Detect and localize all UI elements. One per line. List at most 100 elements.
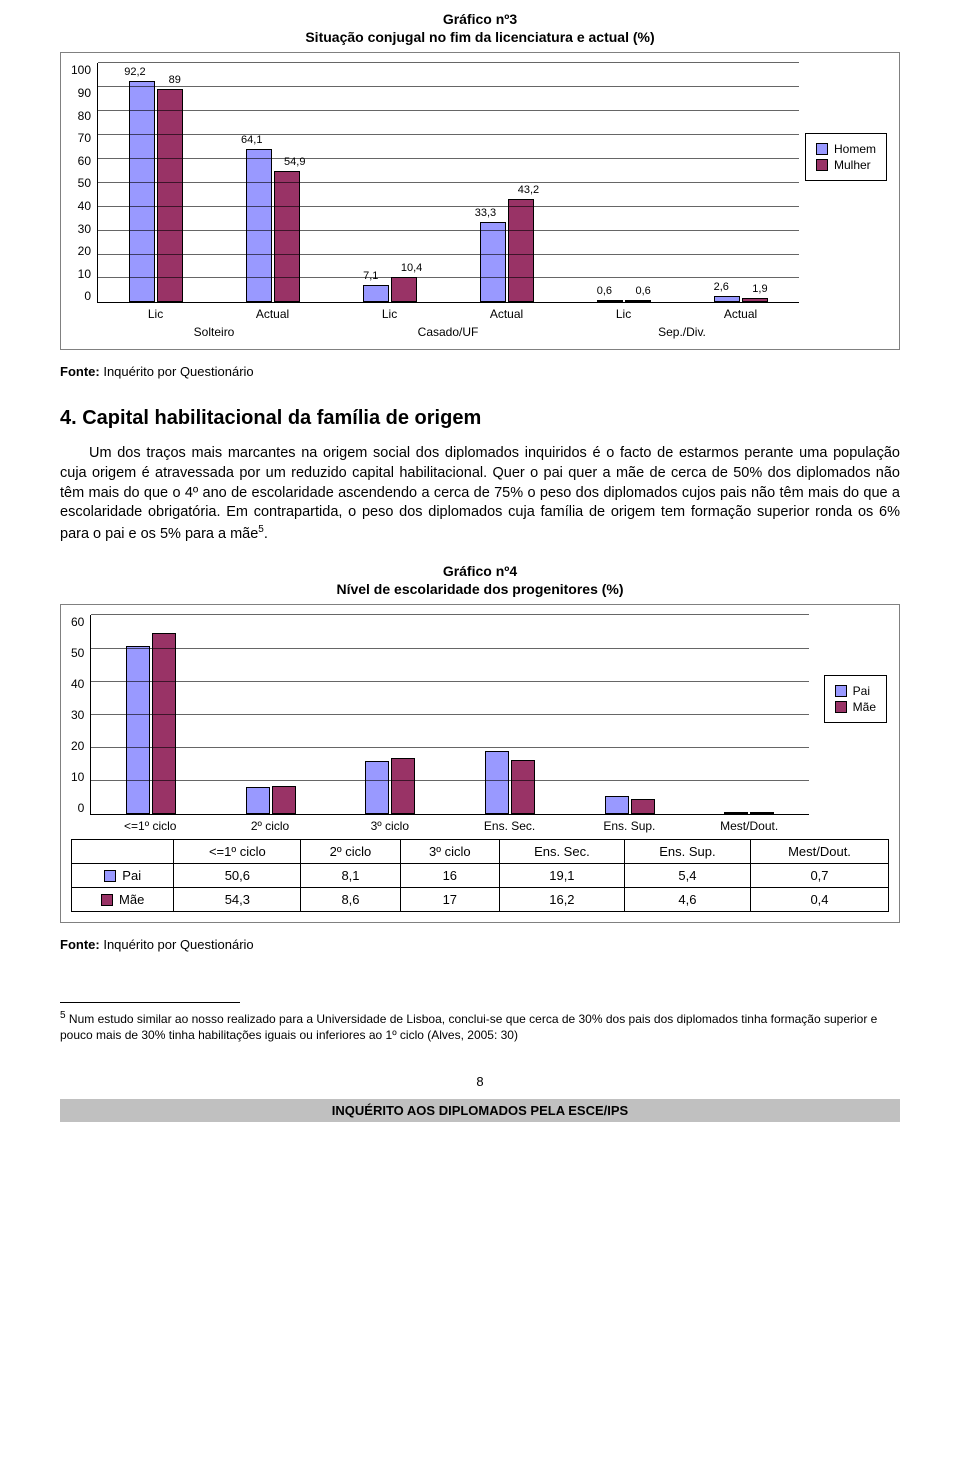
footnote-text: Num estudo similar ao nosso realizado pa… xyxy=(60,1012,877,1042)
chart3-bar-mulher: 0,6 xyxy=(625,300,651,302)
chart3-bar-value: 33,3 xyxy=(475,207,496,219)
legend-label: Pai xyxy=(853,684,870,698)
chart4-category-label: Ens. Sup. xyxy=(569,819,689,833)
chart4-gridline xyxy=(91,648,809,649)
chart3-bar-value: 89 xyxy=(169,74,181,86)
chart4-category-label: <=1º ciclo xyxy=(90,819,210,833)
chart4-category-label: 3º ciclo xyxy=(330,819,450,833)
chart3-gridline xyxy=(98,86,799,87)
chart3-sub-labels: LicActualLicActualLicActual xyxy=(97,307,799,321)
source-label-2: Fonte: xyxy=(60,937,100,952)
table-cell: 8,6 xyxy=(301,888,400,912)
chart4-box: 6050403020100 <=1º ciclo2º ciclo3º ciclo… xyxy=(60,604,900,923)
chart3-bar-value: 43,2 xyxy=(518,184,539,196)
legend-swatch xyxy=(835,701,847,713)
chart3-yaxis: 1009080706050403020100 xyxy=(71,63,97,303)
table-cell: 0,7 xyxy=(750,864,888,888)
table-cell: 19,1 xyxy=(499,864,624,888)
chart3-bar-value: 7,1 xyxy=(363,270,378,282)
chart3-bar-group: 2,61,9 xyxy=(682,63,799,302)
table-cell: 16,2 xyxy=(499,888,624,912)
chart4-bar-group xyxy=(689,615,809,814)
chart4-bar-pai xyxy=(485,751,509,815)
chart3-bar-group: 64,154,9 xyxy=(215,63,332,302)
chart4-ytick: 60 xyxy=(71,615,84,629)
chart3-bar-value: 0,6 xyxy=(597,285,612,297)
chart3-ytick: 0 xyxy=(84,289,91,303)
table-cell: 0,4 xyxy=(750,888,888,912)
chart3-bar-homem: 7,1 xyxy=(363,285,389,302)
chart3-ytick: 100 xyxy=(71,63,91,77)
chart3-source: Fonte: Inquérito por Questionário xyxy=(60,364,900,379)
chart4-ytick: 50 xyxy=(71,646,84,660)
chart4-bar-group xyxy=(211,615,331,814)
chart4-bar-pai xyxy=(246,787,270,814)
chart4-bar-group xyxy=(450,615,570,814)
chart3-ytick: 30 xyxy=(78,222,91,236)
chart4-source: Fonte: Inquérito por Questionário xyxy=(60,937,900,952)
chart4-legend: PaiMãe xyxy=(824,675,887,723)
chart3-ytick: 80 xyxy=(78,109,91,123)
legend-swatch xyxy=(104,870,116,882)
chart3-group-label: Solteiro xyxy=(97,325,331,339)
chart3-legend: HomemMulher xyxy=(805,133,887,181)
chart4-gridline xyxy=(91,714,809,715)
page-footer: INQUÉRITO AOS DIPLOMADOS PELA ESCE/IPS xyxy=(60,1099,900,1122)
chart3-title: Gráfico nº3 Situação conjugal no fim da … xyxy=(60,10,900,46)
chart4-legend-item: Pai xyxy=(835,684,876,698)
source-text: Inquérito por Questionário xyxy=(103,364,253,379)
legend-swatch xyxy=(816,159,828,171)
footnote-rule xyxy=(60,1002,240,1003)
source-text-2: Inquérito por Questionário xyxy=(103,937,253,952)
chart3-bar-value: 64,1 xyxy=(241,134,262,146)
chart3-gridline xyxy=(98,254,799,255)
chart3-sub-label: Actual xyxy=(448,307,565,321)
chart4-ytick: 0 xyxy=(78,801,85,815)
legend-swatch xyxy=(816,143,828,155)
section4-body: Um dos traços mais marcantes na origem s… xyxy=(60,444,900,544)
chart4-xlabels: <=1º ciclo2º ciclo3º cicloEns. Sec.Ens. … xyxy=(90,819,809,833)
table-cell: 4,6 xyxy=(624,888,750,912)
chart3-group-label: Sep./Div. xyxy=(565,325,799,339)
chart3-bar-group: 92,2 89 xyxy=(98,63,215,302)
table-col-header: Ens. Sup. xyxy=(624,840,750,864)
chart3-bar-mulher: 54,9 xyxy=(274,171,300,303)
table-cell: 17 xyxy=(400,888,499,912)
chart4-bar-pai xyxy=(605,796,629,814)
chart3-gridline xyxy=(98,158,799,159)
chart3-bar-mulher: 10,4 xyxy=(391,277,417,302)
chart4-bar-pai xyxy=(724,812,748,814)
chart4-bar-pai xyxy=(126,646,150,815)
chart4-bar-mae xyxy=(391,758,415,815)
chart3-bar-value: 92,2 xyxy=(124,66,145,78)
chart3-ytick: 40 xyxy=(78,199,91,213)
legend-swatch xyxy=(835,685,847,697)
chart3-ytick: 90 xyxy=(78,86,91,100)
chart3-ytick: 20 xyxy=(78,244,91,258)
chart3-bar-value: 1,9 xyxy=(752,283,767,295)
chart4-bar-group xyxy=(331,615,451,814)
chart4-bar-mae xyxy=(511,760,535,814)
table-col-header: 3º ciclo xyxy=(400,840,499,864)
chart3-bar-mulher: 89 xyxy=(157,89,183,303)
body-p1-end: . xyxy=(264,525,268,541)
chart3-group-labels: SolteiroCasado/UFSep./Div. xyxy=(97,325,799,339)
chart3-legend-item: Homem xyxy=(816,142,876,156)
legend-label: Homem xyxy=(834,142,876,156)
chart4-title-l2: Nível de escolaridade dos progenitores (… xyxy=(60,580,900,598)
chart4-bar-mae xyxy=(272,786,296,815)
chart3-bar-group: 33,3 43,2 xyxy=(449,63,566,302)
chart3-bar-mulher: 43,2 xyxy=(508,199,534,303)
table-cell: 5,4 xyxy=(624,864,750,888)
chart3-gridline xyxy=(98,110,799,111)
chart3-sub-label: Actual xyxy=(682,307,799,321)
legend-swatch xyxy=(101,894,113,906)
table-corner xyxy=(72,840,174,864)
chart3-title-l1: Gráfico nº3 xyxy=(60,10,900,28)
chart4-category-label: 2º ciclo xyxy=(210,819,330,833)
chart3-bar-homem: 64,1 xyxy=(246,149,272,303)
chart4-bar-mae xyxy=(750,812,774,814)
chart3-sub-label: Lic xyxy=(331,307,448,321)
chart3-gridline xyxy=(98,206,799,207)
chart4-plot xyxy=(90,615,809,815)
